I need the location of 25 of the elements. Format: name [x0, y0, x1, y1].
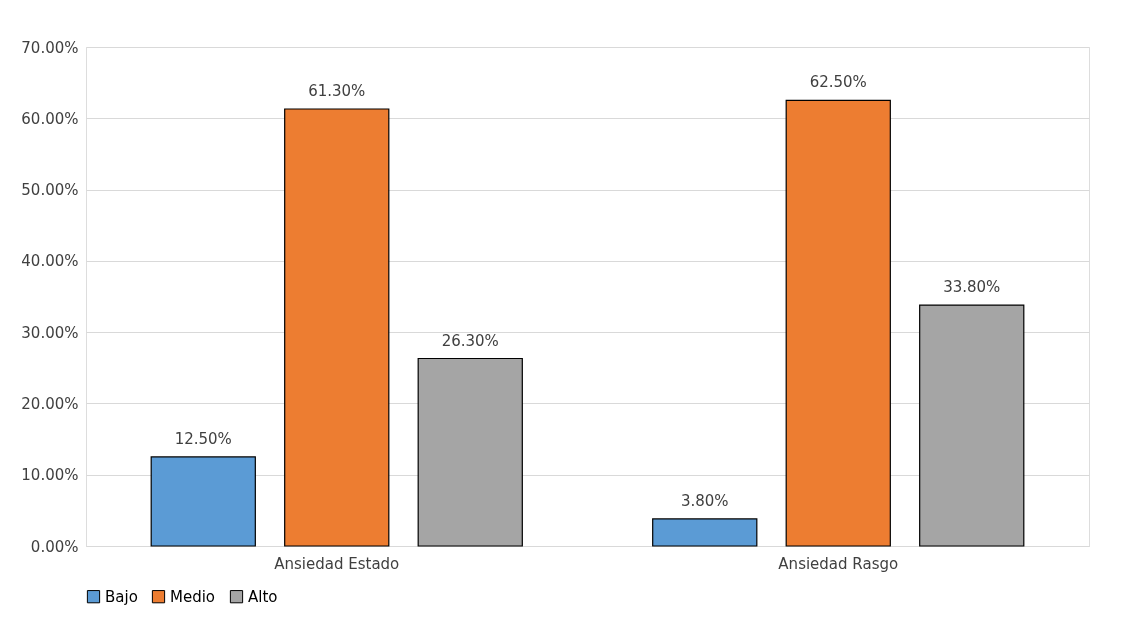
- data-label: 61.30%: [308, 82, 366, 101]
- y-tick-label: 60.00%: [21, 109, 79, 128]
- y-tick-label: 50.00%: [21, 181, 79, 200]
- y-tick-label: 30.00%: [21, 323, 79, 342]
- bar: [785, 99, 891, 547]
- legend-label: Alto: [248, 587, 278, 606]
- y-tick-label: 40.00%: [21, 252, 79, 271]
- data-label: 26.30%: [441, 331, 499, 350]
- data-label: 33.80%: [943, 278, 1001, 297]
- bar: [919, 304, 1025, 547]
- data-label: 62.50%: [809, 73, 867, 92]
- y-tick-label: 20.00%: [21, 394, 79, 413]
- y-tick-label: 0.00%: [30, 537, 79, 556]
- x-tick-label: Ansiedad Rasgo: [778, 554, 899, 573]
- data-label: 3.80%: [680, 491, 729, 510]
- legend-label: Bajo: [105, 587, 138, 606]
- data-label: 12.50%: [174, 429, 232, 448]
- y-tick-label: 10.00%: [21, 466, 79, 485]
- x-tick-label: Ansiedad Estado: [274, 554, 400, 573]
- bar: [284, 108, 390, 547]
- bar: [652, 518, 758, 547]
- legend-label: Medio: [170, 587, 216, 606]
- bar: [417, 357, 523, 547]
- bar: [150, 456, 256, 547]
- y-tick-label: 70.00%: [21, 38, 79, 57]
